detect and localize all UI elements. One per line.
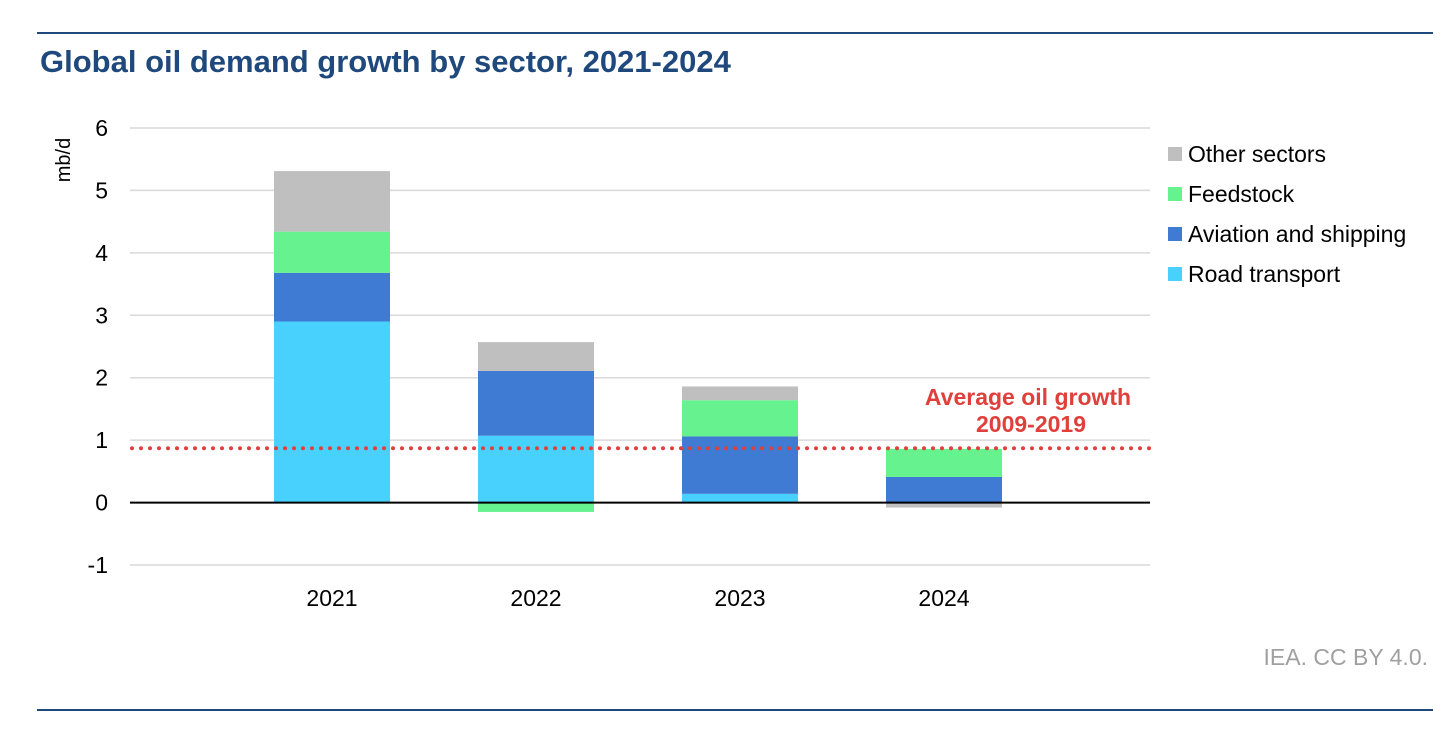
legend-item-other-sectors: Other sectors (1168, 134, 1406, 174)
bar-segment-2022-2 (478, 502, 594, 512)
bar-segment-2024-2 (886, 448, 1002, 477)
legend-swatch-aviation-and-shipping (1168, 227, 1182, 241)
bar-segment-2023-3 (682, 386, 798, 401)
x-tick-label: 2021 (306, 585, 357, 611)
legend-swatch-feedstock (1168, 187, 1182, 201)
bar-segment-2021-0 (274, 321, 390, 503)
legend-label-other-sectors: Other sectors (1188, 140, 1327, 167)
legend-swatch-other-sectors (1168, 147, 1182, 161)
y-tick-label: 0 (95, 490, 108, 516)
source-credit: IEA. CC BY 4.0. (1263, 644, 1428, 670)
legend-label-aviation-and-shipping: Aviation and shipping (1188, 220, 1407, 247)
bar-segment-2021-3 (274, 171, 390, 232)
legend-item-road-transport: Road transport (1168, 254, 1406, 294)
bar-segment-2021-2 (274, 231, 390, 273)
y-axis-label: mb/d (53, 138, 75, 182)
reference-label-line2: 2009-2019 (976, 411, 1086, 437)
bar-segment-2021-1 (274, 272, 390, 322)
y-tick-label: 5 (95, 177, 108, 203)
bar-segment-2023-0 (682, 493, 798, 503)
legend-label-road-transport: Road transport (1188, 260, 1341, 287)
x-tick-label: 2023 (714, 585, 765, 611)
x-tick-label: 2022 (510, 585, 561, 611)
reference-label-line1: Average oil growth (925, 384, 1131, 410)
y-tick-label: 6 (95, 115, 108, 141)
bar-segment-2022-1 (478, 370, 594, 436)
legend-item-feedstock: Feedstock (1168, 174, 1406, 214)
bar-segment-2024-3 (886, 502, 1002, 508)
y-tick-label: 2 (95, 365, 108, 391)
bar-segment-2023-1 (682, 436, 798, 494)
x-tick-label: 2024 (918, 585, 969, 611)
bar-segment-2024-1 (886, 476, 1002, 503)
legend-item-aviation-and-shipping: Aviation and shipping (1168, 214, 1406, 254)
bar-segment-2022-3 (478, 342, 594, 371)
legend: Other sectors Feedstock Aviation and shi… (1168, 134, 1406, 294)
legend-label-feedstock: Feedstock (1188, 180, 1295, 207)
bottom-rule (37, 709, 1433, 711)
bar-segment-2022-0 (478, 435, 594, 503)
y-tick-label: 1 (95, 427, 108, 453)
y-tick-label: 4 (95, 240, 108, 266)
top-rule (37, 32, 1433, 34)
legend-swatch-road-transport (1168, 267, 1182, 281)
bar-segment-2023-2 (682, 400, 798, 437)
y-tick-label: -1 (88, 552, 108, 578)
chart-title: Global oil demand growth by sector, 2021… (40, 44, 731, 79)
y-tick-label: 3 (95, 302, 108, 328)
